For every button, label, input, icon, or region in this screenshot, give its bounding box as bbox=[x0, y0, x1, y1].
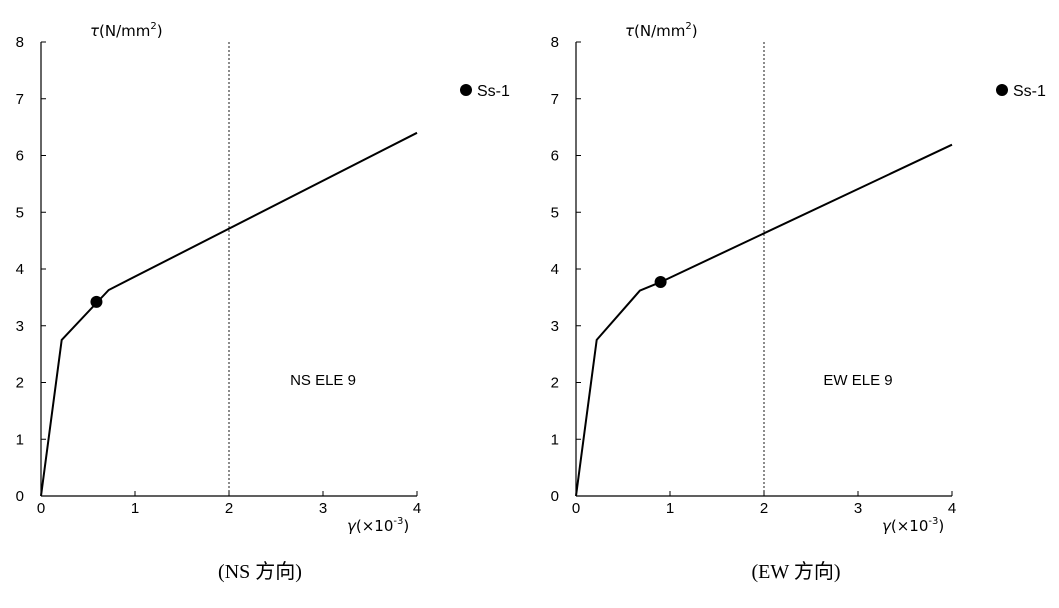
y-tick-label: 3 bbox=[16, 318, 24, 335]
legend-marker bbox=[996, 84, 1008, 96]
y-tick-label: 1 bbox=[551, 431, 559, 448]
x-tick-label: 4 bbox=[948, 500, 956, 517]
panel-annotation: EW ELE 9 bbox=[823, 372, 892, 389]
x-tick-label: 1 bbox=[131, 500, 139, 517]
data-point-ss-1 bbox=[654, 276, 667, 289]
skeleton-curve bbox=[40, 131, 418, 497]
y-axis-label: τ(N/mm2) bbox=[625, 21, 698, 40]
y-tick-label: 6 bbox=[16, 148, 24, 165]
x-tick-label: 0 bbox=[572, 500, 580, 517]
x-tick-label: 0 bbox=[37, 500, 45, 517]
y-tick-label: 2 bbox=[551, 375, 559, 392]
panel-caption: (EW 方向) bbox=[751, 560, 840, 583]
y-tick-label: 3 bbox=[551, 318, 559, 335]
x-axis-label: γ(×10-3) bbox=[882, 516, 944, 535]
legend-label: Ss-1 bbox=[477, 83, 510, 100]
y-tick-label: 7 bbox=[551, 91, 559, 108]
y-tick-label: 4 bbox=[551, 261, 559, 278]
y-tick-label: 2 bbox=[16, 375, 24, 392]
x-tick-label: 3 bbox=[319, 500, 327, 517]
data-point-ss-1 bbox=[90, 295, 103, 308]
x-axis-label: γ(×10-3) bbox=[347, 516, 409, 535]
y-tick-label: 0 bbox=[551, 488, 559, 505]
y-tick-label: 7 bbox=[16, 91, 24, 108]
x-tick-label: 2 bbox=[760, 500, 768, 517]
y-tick-label: 8 bbox=[16, 34, 24, 51]
legend-label: Ss-1 bbox=[1013, 83, 1046, 100]
x-tick-label: 2 bbox=[225, 500, 233, 517]
y-tick-label: 4 bbox=[16, 261, 24, 278]
y-tick-label: 5 bbox=[551, 204, 559, 221]
x-tick-label: 1 bbox=[666, 500, 674, 517]
y-tick-label: 1 bbox=[16, 431, 24, 448]
y-tick-label: 6 bbox=[551, 148, 559, 165]
x-tick-label: 4 bbox=[413, 500, 421, 517]
y-tick-label: 5 bbox=[16, 204, 24, 221]
y-tick-label: 0 bbox=[16, 488, 24, 505]
y-axis-label: τ(N/mm2) bbox=[90, 21, 163, 40]
x-tick-label: 3 bbox=[854, 500, 862, 517]
legend-marker bbox=[460, 84, 472, 96]
panel-annotation: NS ELE 9 bbox=[290, 372, 356, 389]
skeleton-curve bbox=[575, 143, 953, 497]
y-tick-label: 8 bbox=[551, 34, 559, 51]
chart-panel-1: 0 1 2 3 4 5 6 7 8 0 1 2 3 4 τ(N/mm2) γ(×10-3) Ss-1 NS ELE… bbox=[16, 21, 510, 583]
panel-caption: (NS 方向) bbox=[218, 560, 302, 583]
chart-panel-2: 0 1 2 3 4 5 6 7 8 0 1 2 3 4 τ(N/mm2) γ(×10-3) Ss-1 EW ELE… bbox=[551, 21, 1046, 583]
